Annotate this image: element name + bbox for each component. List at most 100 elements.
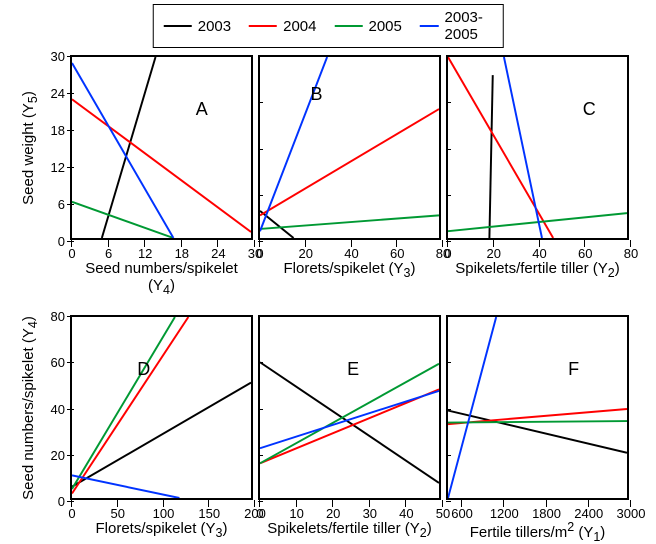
y-tick — [446, 195, 451, 196]
x-tick-label: 12 — [127, 246, 163, 261]
series-line — [260, 211, 294, 238]
y-tick — [67, 56, 74, 57]
series-line — [260, 391, 439, 448]
x-tick-label: 20 — [288, 246, 324, 261]
series-line — [260, 362, 439, 483]
y-tick-label: 0 — [37, 494, 65, 509]
x-tick-label: 6 — [91, 246, 127, 261]
legend-label: 2003 — [198, 18, 231, 35]
panel-letter: F — [568, 359, 579, 380]
x-tick-label: 50 — [100, 506, 136, 521]
y-tick — [258, 455, 263, 456]
plot-area — [260, 317, 439, 498]
y-tick-label: 60 — [37, 355, 65, 370]
x-tick-label: 0 — [242, 506, 278, 521]
y-tick — [446, 501, 451, 502]
panel-B: 020406080B — [258, 55, 441, 240]
legend-label: 2003-2005 — [445, 9, 493, 43]
series-line — [504, 57, 542, 238]
y-tick — [258, 149, 263, 150]
y-tick — [258, 195, 263, 196]
plot-area — [72, 57, 251, 238]
y-tick — [258, 316, 263, 317]
y-tick — [258, 241, 263, 242]
series-line — [448, 317, 496, 498]
x-tick-label: 24 — [200, 246, 236, 261]
legend-swatch — [420, 25, 439, 27]
x-tick-label: 40 — [334, 246, 370, 261]
x-axis-label: Fertile tillers/m2 (Y1) — [446, 520, 629, 544]
legend-item: 2005 — [335, 18, 402, 35]
y-tick — [67, 130, 74, 131]
y-tick-label: 12 — [37, 160, 65, 175]
y-tick-label: 6 — [37, 197, 65, 212]
y-tick — [446, 241, 451, 242]
series-line — [72, 63, 173, 238]
legend-item: 2003-2005 — [420, 9, 492, 43]
x-tick-label: 1200 — [486, 506, 522, 521]
x-tick-label: 150 — [191, 506, 227, 521]
series-line — [72, 202, 173, 238]
x-axis-label: Florets/spikelet (Y3) — [258, 260, 441, 280]
plot-area — [260, 57, 439, 238]
y-tick — [67, 409, 74, 410]
series-line — [260, 215, 439, 229]
legend-item: 2003 — [164, 18, 231, 35]
series-line — [72, 383, 251, 487]
x-axis-label: Seed numbers/spikelet (Y4) — [70, 260, 253, 297]
y-tick — [67, 316, 74, 317]
y-tick-label: 20 — [37, 448, 65, 463]
x-tick-label: 40 — [522, 246, 558, 261]
y-tick — [67, 93, 74, 94]
panel-letter: C — [583, 99, 596, 120]
x-tick-label: 20 — [315, 506, 351, 521]
y-tick — [67, 362, 74, 363]
y-tick — [258, 102, 263, 103]
x-tick-label: 100 — [146, 506, 182, 521]
x-tick-label: 0 — [430, 246, 466, 261]
x-axis-label: Florets/spikelet (Y3) — [70, 520, 253, 540]
y-tick — [258, 501, 263, 502]
y-tick — [67, 241, 74, 242]
y-tick-label: 30 — [37, 49, 65, 64]
panel-letter: D — [137, 359, 150, 380]
x-tick-label: 40 — [388, 506, 424, 521]
y-tick-label: 0 — [37, 234, 65, 249]
y-tick — [67, 167, 74, 168]
panel-C: 020406080C — [446, 55, 629, 240]
x-tick-label: 10 — [279, 506, 315, 521]
y-tick — [446, 409, 451, 410]
x-tick-label: 30 — [352, 506, 388, 521]
x-tick-label: 80 — [613, 246, 649, 261]
y-tick — [258, 409, 263, 410]
x-axis-label: Spikelets/fertile tiller (Y2) — [446, 260, 629, 280]
y-tick — [258, 362, 263, 363]
series-line — [448, 57, 553, 238]
x-tick-label: 60 — [379, 246, 415, 261]
series-line — [72, 475, 179, 498]
x-tick-label: 0 — [242, 246, 278, 261]
legend-item: 2004 — [249, 18, 316, 35]
x-tick-label: 600 — [444, 506, 480, 521]
legend: 2003 2004 2005 2003-2005 — [153, 4, 504, 48]
series-line — [72, 317, 188, 493]
y-tick-label: 18 — [37, 123, 65, 138]
series-line — [72, 317, 175, 489]
panel-letter: A — [196, 99, 208, 120]
y-tick — [446, 362, 451, 363]
x-axis-label: Spikelets/fertile tiller (Y2) — [258, 520, 441, 540]
y-tick-label: 24 — [37, 86, 65, 101]
y-tick — [67, 501, 74, 502]
y-tick — [67, 455, 74, 456]
series-line — [102, 57, 156, 238]
y-tick-label: 80 — [37, 309, 65, 324]
y-tick — [446, 149, 451, 150]
y-tick — [258, 56, 263, 57]
panel-D: 050100150200020406080D — [70, 315, 253, 500]
x-tick-label: 20 — [476, 246, 512, 261]
x-tick-label: 2400 — [571, 506, 607, 521]
x-tick-label: 18 — [164, 246, 200, 261]
panel-letter: E — [347, 359, 359, 380]
legend-swatch — [249, 25, 277, 27]
plot-area — [448, 317, 627, 498]
